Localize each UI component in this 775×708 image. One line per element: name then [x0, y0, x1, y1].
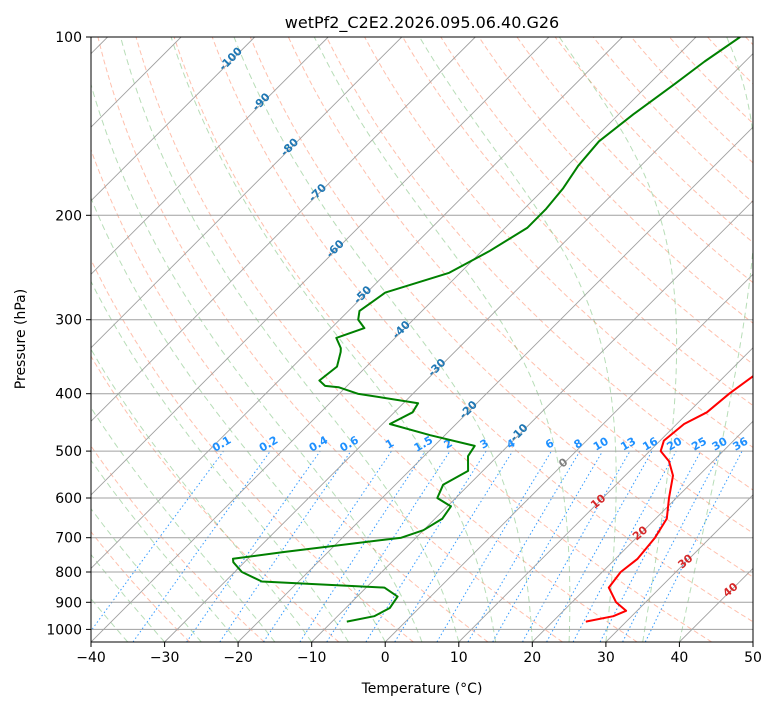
- mixing-ratio-line: [219, 450, 352, 642]
- y-tick-label: 800: [55, 565, 82, 581]
- background-lines: [91, 37, 753, 642]
- isotherm: [384, 273, 753, 642]
- moist-adiabat: [91, 459, 239, 642]
- dry-adiabat: [173, 37, 713, 642]
- isotherm: [91, 37, 476, 422]
- y-tick-label: 900: [55, 595, 82, 611]
- y-tick-label: 300: [55, 313, 82, 329]
- moist-adiabat: [419, 37, 617, 642]
- moist-adiabat: [170, 37, 497, 642]
- dry-adiabat: [211, 37, 753, 623]
- isotherm: [311, 200, 753, 642]
- mixing-ratio-line: [522, 450, 631, 642]
- x-tick-label: 0: [381, 650, 390, 666]
- y-tick-label: 400: [55, 387, 82, 403]
- x-tick-label: 40: [670, 650, 688, 666]
- x-axis: −40 −30 −20 −10 0 10 20 30 40 50: [76, 642, 762, 666]
- x-tick-label: −20: [223, 650, 253, 666]
- moist-adiabat: [91, 507, 202, 642]
- y-tick-label: 500: [55, 444, 82, 460]
- dry-adiabat: [91, 355, 340, 642]
- moist-adiabat: [91, 82, 423, 642]
- mixing-ratio-line: [263, 450, 392, 642]
- dry-adiabat: [91, 445, 265, 642]
- mixing-ratio-line: [394, 450, 514, 642]
- y-axis-label: Pressure (hPa): [13, 289, 29, 389]
- mixing-ratio-line: [186, 450, 321, 642]
- x-tick-label: −30: [150, 650, 180, 666]
- mixing-ratio-line: [546, 450, 653, 642]
- isotherm: [91, 37, 256, 202]
- x-tick-label: −40: [76, 650, 106, 666]
- plot-frame: [90, 36, 754, 643]
- moist-adiabat: [233, 37, 533, 642]
- y-tick-label: 700: [55, 531, 82, 547]
- isotherm: [531, 420, 753, 642]
- x-axis-label: Temperature (°C): [361, 681, 483, 697]
- y-axis: 100 200 300 400 500 600 700 800 900 1000: [46, 30, 91, 638]
- profile-lines: [232, 37, 753, 623]
- x-tick-label: 20: [523, 650, 541, 666]
- isotherm: [605, 494, 753, 642]
- x-tick-label: 10: [450, 650, 468, 666]
- moist-adiabat: [91, 553, 165, 642]
- dry-adiabat: [516, 37, 753, 284]
- x-tick-label: 50: [744, 650, 762, 666]
- dry-adiabat: [97, 37, 563, 642]
- isotherm: [237, 126, 753, 642]
- isotherm: [91, 37, 697, 642]
- mixing-ratio-line: [644, 450, 743, 642]
- dry-adiabat: [135, 37, 638, 642]
- moist-adiabat: [313, 37, 571, 642]
- y-tick-label: 200: [55, 208, 82, 224]
- mixing-ratio-line: [299, 450, 426, 642]
- mixing-ratio-line: [132, 450, 271, 642]
- dry-adiabat: [91, 148, 489, 642]
- dry-adiabat: [91, 531, 191, 642]
- x-tick-label: 30: [597, 650, 615, 666]
- moist-adiabat: [91, 406, 276, 642]
- mixing-ratio-line: [91, 450, 224, 632]
- moist-adiabat: [678, 37, 753, 642]
- mixing-ratio-line: [572, 450, 677, 642]
- isotherm: [458, 347, 753, 642]
- isotherm: [91, 37, 623, 570]
- isotherm: [91, 37, 329, 275]
- x-tick-label: −10: [297, 650, 327, 666]
- y-tick-label: 600: [55, 491, 82, 507]
- isotherm: [164, 52, 753, 642]
- dry-adiabat: [326, 37, 753, 491]
- dry-adiabat: [249, 37, 753, 578]
- chart-title: wetPf2_C2E2.2026.095.06.40.G26: [285, 13, 559, 33]
- dewpoint-profile-line: [232, 37, 741, 623]
- moist-adiabat: [91, 280, 349, 642]
- isotherm: [91, 37, 550, 496]
- y-tick-label: 100: [55, 30, 82, 46]
- isotherm: [91, 37, 403, 349]
- moist-adiabat: [91, 196, 386, 642]
- dry-adiabat: [402, 37, 753, 407]
- dry-adiabat: [478, 37, 753, 324]
- y-tick-label: 1000: [46, 622, 82, 638]
- moist-adiabat: [91, 598, 129, 642]
- temperature-profile-line: [585, 375, 753, 623]
- mixing-ratio-line: [326, 450, 451, 642]
